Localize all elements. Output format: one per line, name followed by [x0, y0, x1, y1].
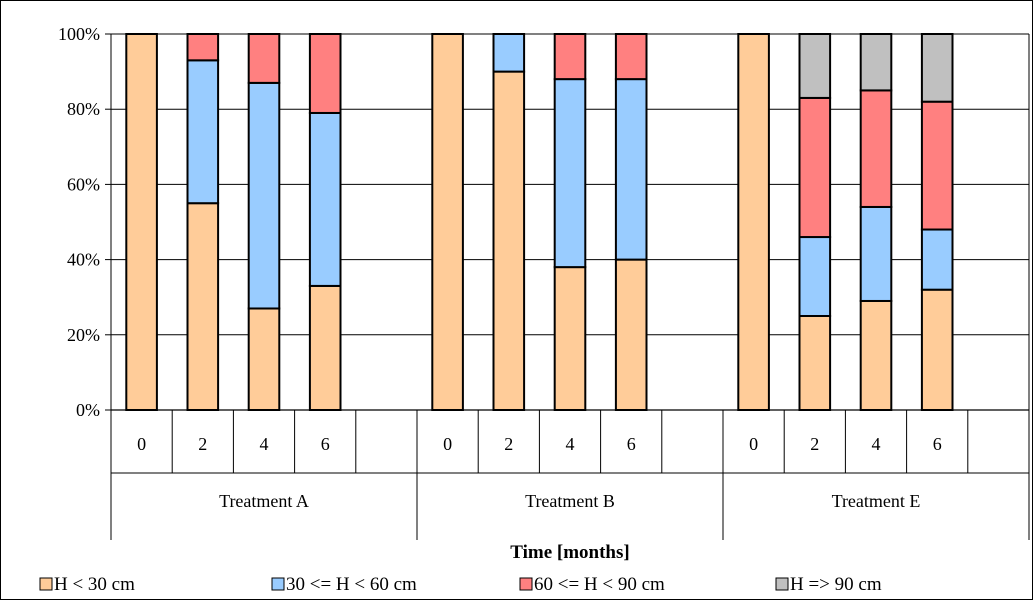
x-category-label: 4: [872, 434, 881, 454]
bar-segment: [553, 78, 587, 269]
x-category-label: 4: [260, 434, 269, 454]
bar-segment: [492, 70, 526, 411]
legend-label: 60 <= H < 90 cm: [534, 574, 665, 595]
bars: [125, 33, 954, 412]
bar-segment: [308, 111, 342, 287]
x-category-label: 0: [443, 434, 452, 454]
x-group-label: Treatment A: [219, 491, 309, 511]
bar-segment: [308, 33, 342, 114]
y-tick-label: 100%: [58, 24, 100, 44]
bar-segment: [859, 33, 893, 92]
bar-segment: [186, 33, 220, 62]
x-category-label: 4: [566, 434, 575, 454]
legend: H < 30 cm 30 <= H < 60 cm 60 <= H < 90 cm H…: [39, 574, 882, 595]
y-tick-label: 0%: [76, 400, 100, 420]
axes: [110, 34, 1030, 540]
bar-segment: [614, 258, 648, 411]
bar-segment: [920, 100, 954, 231]
bar-segment: [614, 33, 648, 81]
legend-label: 30 <= H < 60 cm: [286, 574, 417, 595]
y-tick-label: 40%: [67, 250, 100, 270]
x-group-label: Treatment E: [832, 491, 921, 511]
bar-segment: [431, 33, 464, 411]
x-category-label: 6: [933, 434, 942, 454]
bar-segment: [247, 307, 281, 412]
x-category-label: 0: [137, 434, 146, 454]
bar-segment: [247, 81, 281, 310]
x-category-label: 0: [749, 434, 758, 454]
bar-segment: [186, 59, 220, 205]
legend-swatch: [519, 577, 533, 591]
bar-segment: [859, 205, 893, 302]
legend-swatch: [775, 577, 789, 591]
bar-segment: [125, 33, 158, 411]
legend-label: H < 30 cm: [54, 574, 135, 595]
bar-segment: [798, 315, 832, 411]
bar-segment: [859, 89, 893, 208]
y-axis-ticks: 0% 20% 40% 60% 80% 100%: [58, 24, 111, 420]
bar-segment: [920, 33, 954, 103]
bar-segment: [492, 33, 526, 73]
bar-segment: [798, 236, 832, 317]
bar-segment: [859, 299, 893, 411]
bar-segment: [553, 33, 587, 81]
x-group-label: Treatment B: [525, 491, 615, 511]
bar-segment: [798, 33, 832, 99]
bar-segment: [553, 266, 587, 411]
x-category-label: 2: [198, 434, 207, 454]
x-category-label: 2: [810, 434, 819, 454]
y-tick-label: 80%: [67, 99, 100, 119]
y-tick-label: 20%: [67, 325, 100, 345]
x-category-label: 6: [627, 434, 636, 454]
bar-segment: [247, 33, 281, 84]
x-axis-label: Time [months]: [510, 542, 629, 563]
bar-segment: [798, 96, 832, 239]
x-axis-categories: 0 2 4 6 Treatment A 0 2 4 6 Treatment B 0 2 4 6 Treatm…: [137, 434, 942, 511]
bar-segment: [920, 228, 954, 291]
legend-label: H => 90 cm: [790, 574, 882, 595]
x-category-label: 6: [321, 434, 330, 454]
bar-segment: [737, 33, 770, 411]
legend-swatch: [271, 577, 285, 591]
x-category-label: 2: [504, 434, 513, 454]
y-tick-label: 60%: [67, 174, 100, 194]
bar-segment: [308, 284, 342, 412]
legend-swatch: [39, 577, 53, 591]
bar-segment: [614, 78, 648, 261]
bar-segment: [920, 288, 954, 411]
bar-segment: [186, 202, 220, 411]
